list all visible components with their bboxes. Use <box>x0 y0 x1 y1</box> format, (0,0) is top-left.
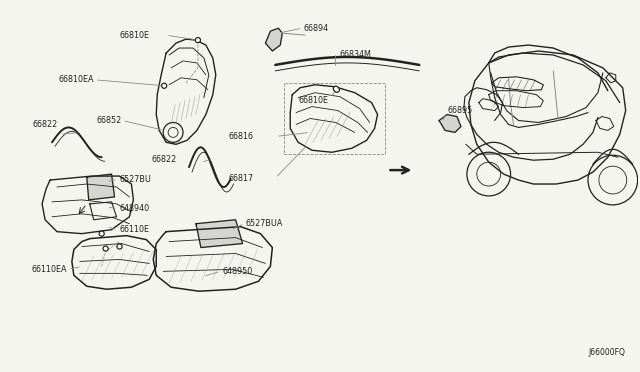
Circle shape <box>335 87 337 90</box>
Text: 6527BUA: 6527BUA <box>246 219 283 228</box>
Text: 66817: 66817 <box>228 174 254 183</box>
Text: 66110EA: 66110EA <box>31 265 67 274</box>
Text: 648940: 648940 <box>120 204 150 213</box>
Polygon shape <box>266 28 282 51</box>
Circle shape <box>195 38 200 42</box>
Text: 66816: 66816 <box>228 132 253 141</box>
Circle shape <box>335 89 338 91</box>
Text: 66895: 66895 <box>447 106 472 115</box>
Text: 66894: 66894 <box>303 24 328 33</box>
Circle shape <box>333 86 339 91</box>
Text: 66822: 66822 <box>151 155 177 164</box>
Text: 66810E: 66810E <box>298 96 328 105</box>
Circle shape <box>162 83 166 88</box>
Circle shape <box>103 246 108 251</box>
Polygon shape <box>87 174 115 200</box>
Circle shape <box>100 232 103 235</box>
Circle shape <box>104 247 107 250</box>
Circle shape <box>118 245 121 248</box>
Text: 6527BU: 6527BU <box>120 174 152 183</box>
Text: 66810E: 66810E <box>119 31 149 40</box>
Text: 648950: 648950 <box>223 267 253 276</box>
Text: 66852: 66852 <box>96 116 122 125</box>
Circle shape <box>196 39 199 41</box>
Text: 66810EA: 66810EA <box>58 75 93 84</box>
Polygon shape <box>196 220 243 247</box>
Circle shape <box>163 84 165 87</box>
Text: J66000FQ: J66000FQ <box>589 348 626 357</box>
Polygon shape <box>439 115 461 132</box>
Text: 66110E: 66110E <box>120 225 150 234</box>
Text: 66834M: 66834M <box>340 51 372 60</box>
Circle shape <box>334 87 339 92</box>
Circle shape <box>117 244 122 249</box>
Circle shape <box>99 231 104 236</box>
Text: 66822: 66822 <box>32 120 58 129</box>
